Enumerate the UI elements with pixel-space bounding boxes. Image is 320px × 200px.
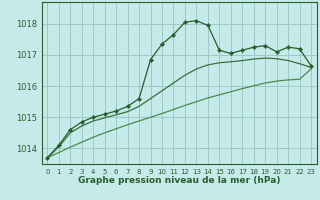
X-axis label: Graphe pression niveau de la mer (hPa): Graphe pression niveau de la mer (hPa) [78, 176, 280, 185]
